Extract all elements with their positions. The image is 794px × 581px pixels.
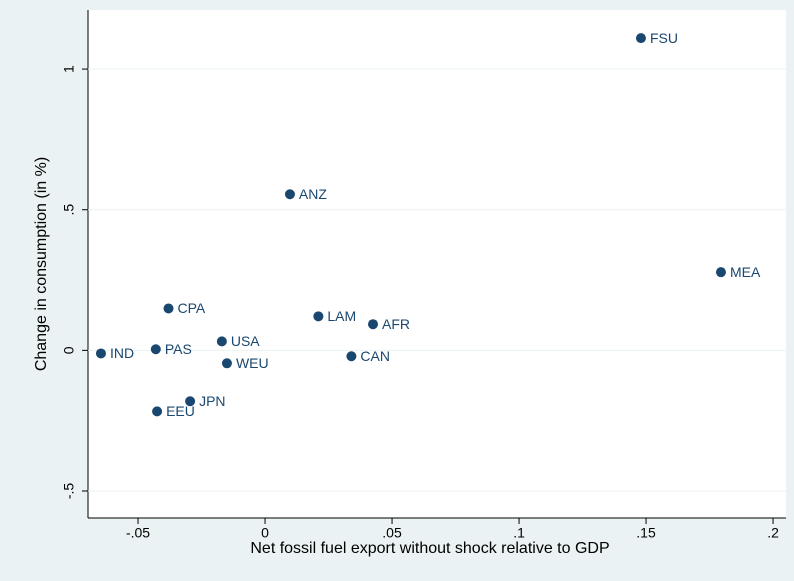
y-tick-label: .5 xyxy=(61,204,77,216)
point xyxy=(221,358,232,369)
point xyxy=(95,348,106,359)
point-label: AFR xyxy=(382,316,410,332)
point xyxy=(152,406,163,417)
x-tick-label: -.05 xyxy=(126,525,150,541)
x-tick-label: .1 xyxy=(513,525,525,541)
point-label: USA xyxy=(231,333,260,349)
point-label: EEU xyxy=(166,403,195,419)
point-label: CAN xyxy=(360,348,390,364)
point xyxy=(346,351,357,362)
point xyxy=(367,319,378,330)
x-tick-label: .15 xyxy=(636,525,656,541)
x-tick-label: .2 xyxy=(767,525,779,541)
point-label: PAS xyxy=(165,341,192,357)
point-label: WEU xyxy=(236,355,269,371)
point-label: JPN xyxy=(199,393,225,409)
point-label: LAM xyxy=(327,308,356,324)
point xyxy=(185,396,196,407)
y-tick-label: 1 xyxy=(61,65,77,73)
point xyxy=(715,267,726,278)
point-label: ANZ xyxy=(299,186,327,202)
x-tick-label: .05 xyxy=(382,525,402,541)
x-axis-label: Net fossil fuel export without shock rel… xyxy=(250,540,609,557)
point-label: IND xyxy=(110,345,134,361)
y-axis-label: Change in consumption (in %) xyxy=(33,157,50,371)
point xyxy=(163,303,174,314)
point-label: MEA xyxy=(730,264,761,280)
point xyxy=(635,33,646,44)
point xyxy=(313,311,324,322)
plot-area xyxy=(88,10,786,518)
point-label: FSU xyxy=(650,30,678,46)
point xyxy=(216,336,227,347)
y-tick-label: -.5 xyxy=(61,483,77,500)
point xyxy=(284,189,295,200)
point-label: CPA xyxy=(178,300,206,316)
point xyxy=(150,344,161,355)
y-tick-label: 0 xyxy=(61,346,77,354)
x-tick-label: 0 xyxy=(261,525,269,541)
